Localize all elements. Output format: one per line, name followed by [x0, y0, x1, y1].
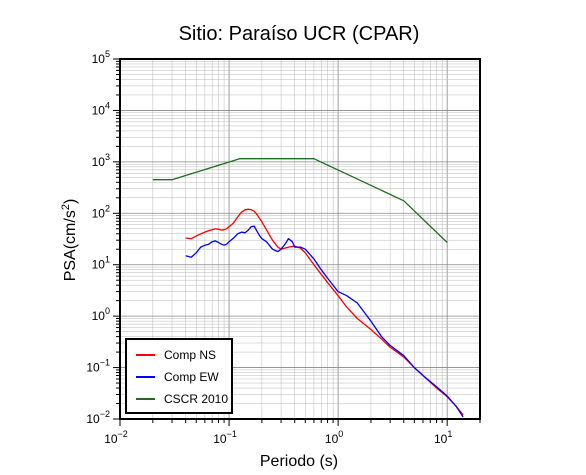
x-axis-label: Periodo (s) [260, 453, 338, 470]
y-tick-label: 102 [92, 203, 110, 220]
y-tick-label: 100 [92, 306, 110, 323]
y-tick-labels: 10−2 10−1 100 101 102 103 104 105 [86, 49, 110, 426]
y-tick-label: 101 [92, 255, 110, 272]
y-tick-label: 103 [92, 152, 110, 169]
y-tick-label: 105 [92, 49, 110, 66]
series-cscr-2010 [152, 158, 448, 243]
x-tick-label: 10−2 [104, 429, 128, 446]
series-layer [152, 158, 464, 418]
legend: Comp NS Comp EW CSCR 2010 [125, 338, 233, 414]
x-tick-labels: 10−2 10−1 100 101 [104, 429, 452, 446]
x-tick-label: 100 [325, 429, 343, 446]
series-comp-ns [185, 208, 464, 416]
y-tick-label: 104 [92, 100, 110, 117]
chart-title: Sitio: Paraíso UCR (CPAR) [179, 23, 420, 45]
y-axis-label-sup: 2 [60, 204, 72, 210]
plot-frame [119, 58, 481, 420]
y-tick-label: 10−2 [86, 409, 110, 426]
y-axis-label-end: ) [62, 199, 79, 204]
legend-label: CSCR 2010 [164, 392, 228, 406]
y-axis-label-main: PSA(cm/s [62, 210, 79, 281]
x-tick-label: 101 [434, 429, 452, 446]
tick-marks [113, 58, 481, 426]
y-axis-label: PSA(cm/s2) [60, 199, 79, 282]
x-tick-label: 10−1 [213, 429, 237, 446]
grid [119, 59, 481, 420]
legend-label: Comp NS [164, 348, 216, 362]
series-comp-ew [185, 225, 464, 418]
legend-label: Comp EW [164, 370, 219, 384]
y-tick-label: 10−1 [86, 358, 110, 375]
